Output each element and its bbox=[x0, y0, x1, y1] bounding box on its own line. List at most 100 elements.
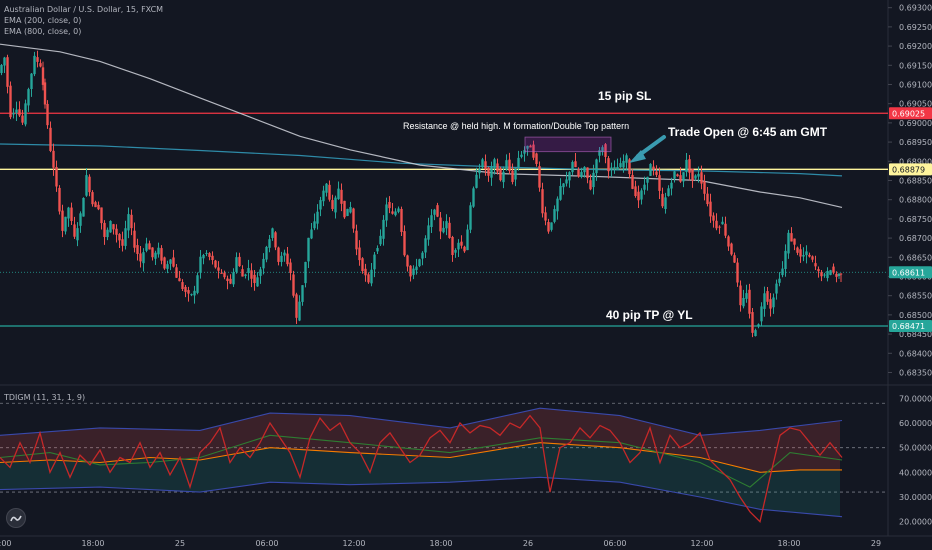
candle-body bbox=[337, 188, 340, 200]
candle-body bbox=[646, 176, 649, 183]
candle-body bbox=[445, 221, 448, 229]
candle-body bbox=[577, 169, 580, 177]
candle-body bbox=[667, 188, 670, 196]
candle-body bbox=[106, 229, 109, 238]
rsi-series-line bbox=[0, 414, 843, 523]
candle-body bbox=[589, 180, 592, 190]
candle-body bbox=[673, 171, 676, 179]
last-price-box bbox=[889, 266, 932, 279]
candle-body bbox=[628, 159, 631, 175]
candle-body bbox=[580, 172, 583, 177]
candle-body bbox=[787, 232, 790, 254]
price-tick-label: 0.68550 bbox=[899, 292, 932, 301]
candle-body bbox=[493, 159, 496, 169]
candle-body bbox=[235, 257, 238, 272]
tp-annotation: 40 pip TP @ YL bbox=[606, 308, 693, 322]
candle-body bbox=[619, 163, 622, 168]
candle-body bbox=[832, 266, 835, 273]
symbol-title[interactable]: Australian Dollar / U.S. Dollar, 15, FXC… bbox=[4, 5, 164, 14]
price-tick-label: 0.68450 bbox=[899, 330, 932, 339]
candle-body bbox=[151, 247, 154, 258]
candle-body bbox=[793, 238, 796, 245]
candle-body bbox=[94, 202, 97, 208]
take_profit-price-box bbox=[889, 320, 932, 333]
candle-body bbox=[601, 147, 604, 152]
price-tick-label: 0.69000 bbox=[899, 119, 932, 128]
candle-body bbox=[36, 57, 39, 62]
candle-body bbox=[598, 150, 601, 156]
candle-body bbox=[70, 207, 73, 222]
candle-body bbox=[670, 182, 673, 189]
candle-body bbox=[805, 251, 808, 256]
candle-body bbox=[688, 159, 691, 173]
candle-body bbox=[835, 273, 838, 277]
candle-body bbox=[676, 174, 679, 177]
candle-body bbox=[367, 274, 370, 283]
candle-body bbox=[15, 109, 18, 113]
candle-body bbox=[370, 269, 373, 284]
candle-body bbox=[376, 248, 379, 252]
ema200-legend[interactable]: EMA (200, close, 0) bbox=[4, 16, 82, 25]
candle-body bbox=[526, 145, 529, 149]
ema-lines bbox=[0, 43, 843, 208]
candle-body bbox=[139, 253, 142, 262]
ema800-legend[interactable]: EMA (800, close, 0) bbox=[4, 27, 82, 36]
candle-body bbox=[253, 274, 256, 284]
candle-body bbox=[145, 243, 148, 251]
candle-body bbox=[265, 246, 268, 260]
tradingview-logo-icon[interactable] bbox=[6, 508, 26, 528]
candle-body bbox=[727, 236, 730, 247]
upper-series-line bbox=[0, 407, 843, 436]
candle-body bbox=[703, 181, 706, 194]
candle-body bbox=[355, 230, 358, 250]
tdigm-legend[interactable]: TDIGM (11, 31, 1, 9) bbox=[4, 393, 86, 402]
candle-body bbox=[190, 294, 193, 296]
candle-body bbox=[457, 242, 460, 250]
price-tick-label: 0.68750 bbox=[899, 215, 932, 224]
candle-body bbox=[826, 270, 829, 279]
candle-body bbox=[30, 73, 33, 90]
candle-body bbox=[760, 306, 763, 322]
candle-body bbox=[613, 167, 616, 169]
sl-annotation: 15 pip SL bbox=[598, 89, 652, 103]
candle-body bbox=[154, 252, 157, 259]
candle-body bbox=[262, 258, 265, 269]
candle-body bbox=[547, 222, 550, 232]
candle-body bbox=[454, 249, 457, 253]
time-tick-label: 06:00 bbox=[255, 539, 278, 548]
candle-body bbox=[97, 204, 100, 210]
price-axis[interactable]: 0.69300 0.69250 0.69200 0.69150 0.69100 0.690… bbox=[888, 4, 932, 527]
candle-body bbox=[523, 150, 526, 154]
candle-body bbox=[553, 209, 556, 222]
candle-body bbox=[529, 145, 532, 148]
candle-body bbox=[334, 197, 337, 213]
candle-body bbox=[460, 241, 463, 246]
candle-body bbox=[478, 168, 481, 174]
candle-body bbox=[73, 224, 76, 237]
candle-body bbox=[694, 175, 697, 179]
candle-body bbox=[361, 258, 364, 272]
trade-open-annotation: Trade Open @ 6:45 am GMT bbox=[668, 125, 828, 139]
chart-legend: Australian Dollar / U.S. Dollar, 15, FXC… bbox=[4, 4, 163, 37]
candle-body bbox=[115, 228, 118, 235]
candle-body bbox=[412, 268, 415, 275]
candle-body bbox=[385, 204, 388, 221]
price-tick-label: 0.69250 bbox=[899, 23, 932, 32]
candle-body bbox=[778, 278, 781, 283]
candle-body bbox=[79, 213, 82, 226]
candle-body bbox=[421, 252, 424, 259]
candle-body bbox=[721, 221, 724, 225]
candle-body bbox=[241, 269, 244, 277]
entry-price-label: 0.68879 bbox=[892, 165, 925, 174]
candle-body bbox=[463, 246, 466, 252]
candle-body bbox=[9, 85, 12, 118]
candle-body bbox=[18, 109, 21, 116]
take_profit-price-label: 0.68471 bbox=[892, 322, 925, 331]
candle-body bbox=[223, 272, 226, 278]
time-axis[interactable]: 12:00 18:00 25 06:00 12:00 18:00 26 06:00 12:00 1… bbox=[0, 539, 881, 548]
candle-body bbox=[811, 256, 814, 260]
candle-body bbox=[583, 166, 586, 173]
